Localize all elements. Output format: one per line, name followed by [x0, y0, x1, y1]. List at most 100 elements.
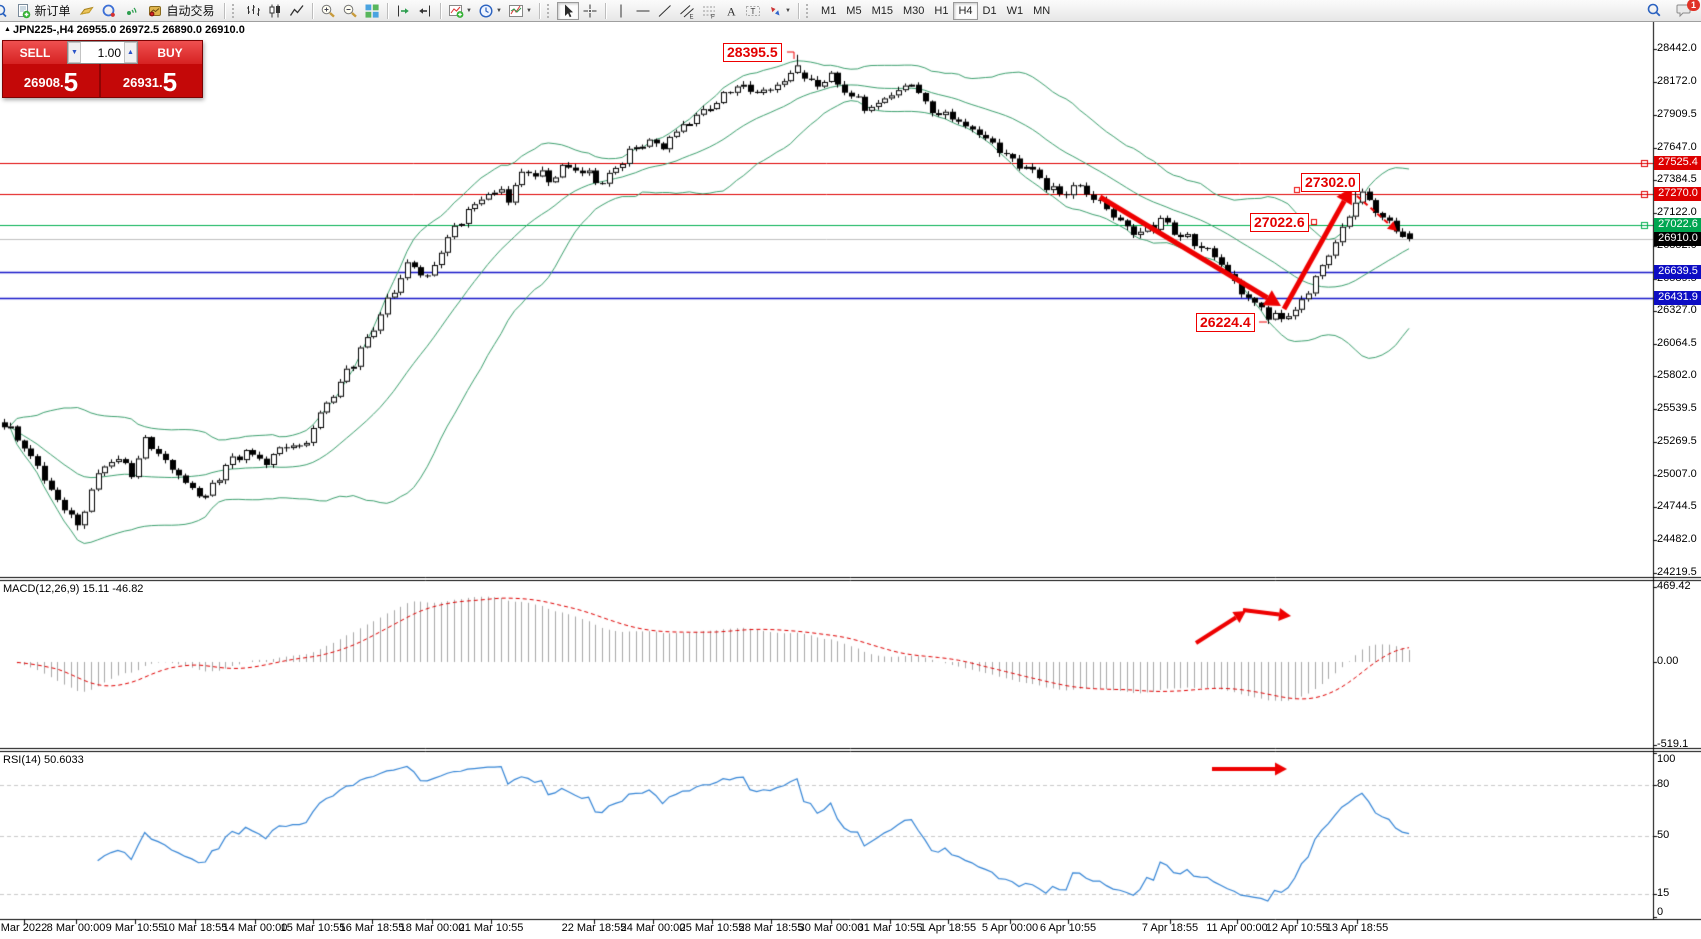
toolbar-separator [312, 2, 313, 19]
chevron-down-icon: ▼ [496, 7, 502, 14]
candlestick-icon [267, 4, 280, 17]
sell-button[interactable]: SELL [3, 41, 67, 64]
indicator-axis-label: 80 [1657, 778, 1670, 791]
buy-price[interactable]: 26931. 5 [122, 67, 178, 97]
horizontal-line-tool-button[interactable] [632, 2, 654, 20]
timeframe-M1[interactable]: M1 [821, 4, 837, 17]
gold-bar-icon [79, 3, 95, 19]
toolbar-separator [224, 2, 225, 19]
timeframe-W1[interactable]: W1 [1006, 4, 1024, 17]
time-axis-label: 10 Mar 18:55 [162, 922, 228, 934]
timeframe-H1[interactable]: H1 [934, 4, 949, 17]
price-callout[interactable]: 27022.6 [1250, 213, 1309, 232]
timeframe-MN[interactable]: MN [1033, 4, 1051, 17]
price-axis-label: 28442.0 [1657, 42, 1697, 54]
time-axis-label: 1 Apr 18:55 [919, 922, 977, 934]
price-axis-label: 25802.0 [1657, 369, 1697, 382]
new-order-button[interactable]: 新订单 [10, 2, 76, 20]
price-axis-label: 24219.5 [1657, 565, 1697, 578]
vertical-line-tool-button[interactable] [610, 2, 632, 20]
community-icon [101, 3, 115, 17]
autotrading-label: 自动交易 [166, 4, 215, 18]
svg-text:F: F [711, 14, 715, 19]
chevron-down-icon: ▼ [785, 7, 791, 14]
search-button[interactable] [1643, 1, 1665, 19]
indicator-axis-label: 0.00 [1657, 655, 1679, 667]
rsi-label: RSI(14) 50.6033 [3, 754, 84, 766]
price-axis-label: 24482.0 [1657, 533, 1697, 545]
price-callout[interactable]: 27302.0 [1301, 173, 1360, 192]
templates-menu-button[interactable]: ▼ [505, 2, 535, 20]
tile-windows-button[interactable] [361, 2, 383, 20]
chevron-down-icon: ▼ [526, 7, 532, 14]
time-axis-label: 13 Apr 18:55 [1325, 922, 1389, 934]
fibonacci-icon: F [703, 3, 715, 19]
time-axis-label: 12 Apr 10:55 [1265, 922, 1329, 934]
timeframe-D1[interactable]: D1 [982, 4, 997, 17]
channel-tool-button[interactable]: E [676, 2, 698, 20]
trendline-icon [657, 3, 673, 19]
timeframe-M15[interactable]: M15 [871, 4, 893, 17]
price-axis-label: 27909.5 [1657, 108, 1697, 121]
zoom-out-button[interactable] [339, 2, 361, 20]
price-callout[interactable]: 28395.5 [723, 43, 782, 62]
price-axis-label: 27384.5 [1657, 173, 1697, 186]
deposit-button[interactable] [76, 2, 98, 20]
timeframe-M30[interactable]: M30 [902, 4, 925, 17]
notifications-button[interactable]: 1 [1673, 0, 1700, 19]
trendline-tool-button[interactable] [654, 2, 676, 20]
price-axis-label: 25007.0 [1657, 467, 1697, 480]
time-axis-label: 6 Apr 10:55 [1039, 922, 1097, 934]
text-label-tool-button[interactable]: T [742, 2, 764, 20]
zoom-in-icon [320, 3, 336, 19]
bar-chart-icon [245, 3, 261, 19]
buy-button[interactable]: BUY [138, 41, 202, 64]
collapse-triangle-icon[interactable]: ▲ [4, 26, 11, 33]
time-axis-label: 28 Mar 18:55 [738, 922, 804, 934]
toolbar-separator [440, 2, 441, 19]
candlestick-chart-button[interactable] [264, 2, 286, 20]
indicators-menu-button[interactable]: ▼ [445, 2, 475, 20]
toolbar-separator [798, 2, 799, 19]
periods-menu-button[interactable]: ▼ [475, 2, 505, 20]
volume-increase-button[interactable]: ▲ [124, 42, 137, 63]
timeframe-M5[interactable]: M5 [846, 4, 862, 17]
cursor-icon [565, 4, 573, 17]
auto-scroll-button[interactable] [392, 2, 414, 20]
cursor-tool-button[interactable] [557, 1, 579, 20]
tile-windows-icon [365, 4, 379, 18]
chart-shift-button[interactable] [414, 2, 436, 20]
add-indicator-icon [448, 3, 464, 18]
price-callout[interactable]: 26224.4 [1196, 313, 1255, 332]
autotrading-button[interactable]: 自动交易 [142, 2, 220, 20]
arrows-menu-button[interactable]: ▼ [764, 2, 794, 20]
volume-input[interactable] [81, 42, 124, 63]
search-icon [1646, 2, 1662, 18]
crosshair-icon [583, 4, 597, 17]
community-button[interactable] [98, 2, 120, 20]
toolbar-grip [806, 3, 811, 18]
price-axis-badge: 27525.4 [1654, 155, 1701, 170]
bar-chart-button[interactable] [242, 2, 264, 20]
timeframe-H4[interactable]: H4 [953, 1, 978, 20]
time-axis-label: 8 Mar 00:00 [46, 922, 106, 934]
sell-price[interactable]: 26908. 5 [3, 64, 101, 97]
time-axis-label: 31 Mar 10:55 [857, 922, 923, 934]
line-chart-button[interactable] [286, 2, 308, 20]
signals-button[interactable] [120, 2, 142, 20]
indicator-axis-label: -519.1 [1657, 737, 1689, 750]
fibonacci-tool-button[interactable]: F [698, 2, 720, 20]
time-axis-label: 30 Mar 00:00 [798, 922, 864, 934]
text-tool-button[interactable]: A [720, 2, 742, 20]
price-axis-label: 27647.0 [1657, 140, 1697, 153]
clipped-toolbar-button[interactable] [0, 2, 10, 20]
toolbar: 新订单 自动交易 [0, 0, 1701, 22]
time-axis-label: 16 Mar 18:55 [339, 922, 405, 934]
crosshair-tool-button[interactable] [579, 2, 601, 20]
volume-decrease-button[interactable]: ▼ [68, 42, 81, 63]
one-click-trading-panel: SELL ▼ ▲ BUY 26908.5 26931.5 [2, 40, 203, 98]
time-axis-label: 15 Mar 10:55 [280, 922, 346, 934]
zoom-out-icon [342, 3, 358, 19]
zoom-in-button[interactable] [317, 2, 339, 20]
